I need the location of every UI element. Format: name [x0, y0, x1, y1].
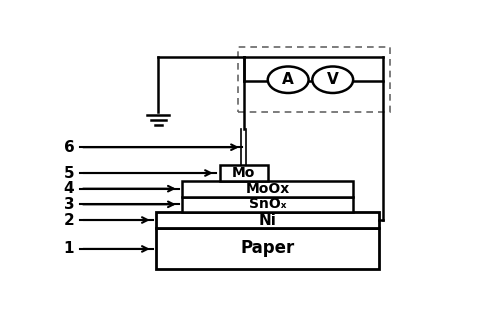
- Text: MoOx: MoOx: [246, 182, 290, 196]
- Text: Mo: Mo: [232, 166, 255, 180]
- Bar: [182, 181, 353, 197]
- Text: A: A: [282, 72, 294, 87]
- Text: Ni: Ni: [259, 213, 277, 228]
- Text: 1: 1: [64, 241, 74, 256]
- Text: Paper: Paper: [240, 239, 295, 258]
- Text: 4: 4: [64, 181, 74, 196]
- Bar: [238, 47, 390, 112]
- Text: 5: 5: [64, 166, 74, 181]
- Circle shape: [312, 66, 353, 93]
- Text: 3: 3: [64, 197, 74, 212]
- Text: SnOₓ: SnOₓ: [249, 198, 286, 212]
- Bar: [219, 165, 268, 181]
- Bar: [156, 212, 379, 228]
- Text: 2: 2: [64, 213, 74, 228]
- Bar: [156, 228, 379, 269]
- Text: V: V: [327, 72, 339, 87]
- Bar: [182, 197, 353, 212]
- Text: 6: 6: [64, 140, 74, 155]
- Circle shape: [268, 66, 308, 93]
